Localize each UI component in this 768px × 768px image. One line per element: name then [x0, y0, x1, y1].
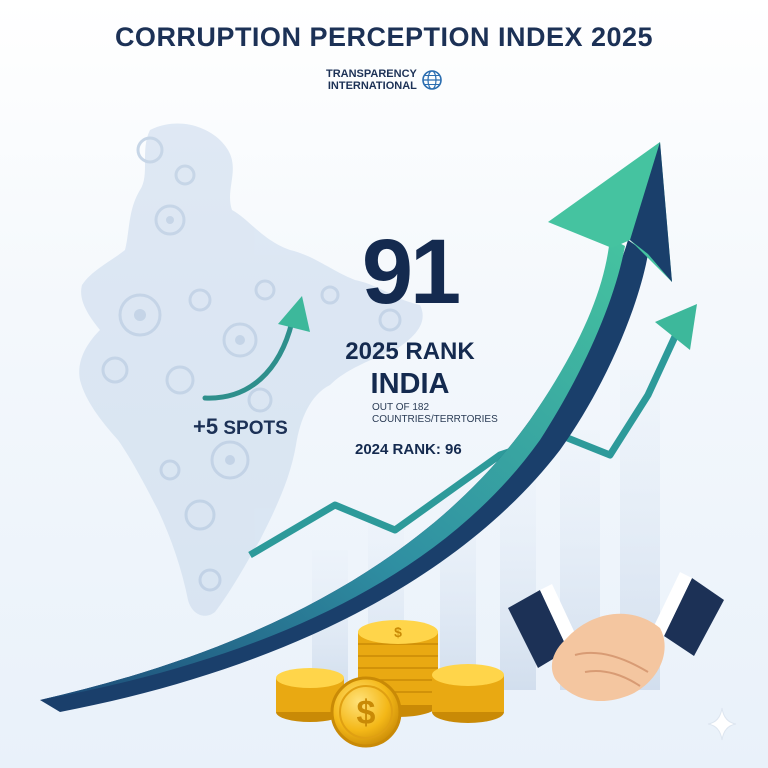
globe-icon	[422, 70, 442, 90]
country-name: INDIA	[370, 368, 450, 400]
coin-stack: $ $	[276, 620, 504, 748]
sparkle-icon	[707, 707, 737, 741]
logo-line-2: INTERNATIONAL	[327, 80, 417, 92]
svg-text:$: $	[357, 694, 376, 732]
rank-change: +5 SPOTS	[193, 414, 288, 440]
growth-arrow	[40, 142, 672, 712]
svg-text:$: $	[394, 624, 402, 640]
rank-change-unit: SPOTS	[223, 418, 288, 439]
out-of-count: OUT OF 182 COUNTRIES/TERRTORIES	[372, 402, 498, 425]
small-up-arrow	[202, 296, 310, 401]
page-title: CORRUPTION PERCEPTION INDEX 2025	[114, 22, 654, 52]
transparency-international-logo: TRANSPARENCY INTERNATIONAL	[326, 68, 442, 92]
india-map-gears	[79, 123, 423, 616]
logo-text: TRANSPARENCY INTERNATIONAL	[326, 68, 417, 92]
logo-line-1: TRANSPARENCY	[326, 68, 417, 80]
rank-number: 91	[361, 221, 461, 323]
rank-change-value: +5	[193, 414, 219, 439]
handshake	[508, 572, 724, 702]
previous-rank: 2024 RANK: 96	[355, 441, 462, 458]
rank-label: 2025 RANK	[345, 338, 475, 365]
